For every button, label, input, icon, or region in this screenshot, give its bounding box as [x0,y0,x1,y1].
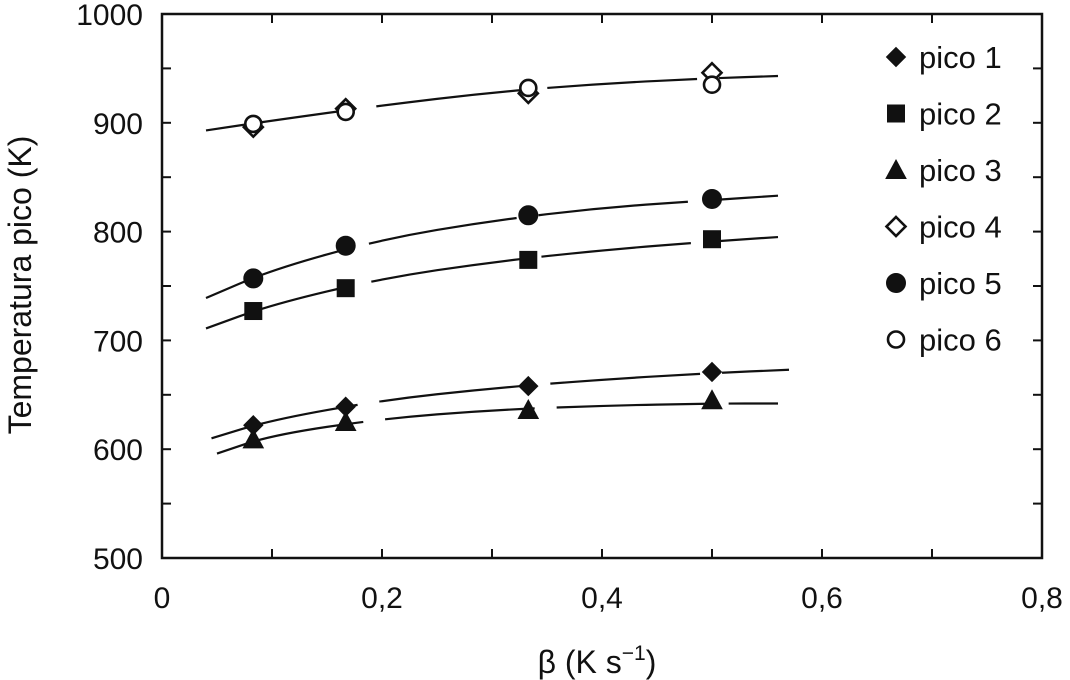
data-point-pico-5 [335,235,356,256]
plot-border [160,12,1044,560]
data-point-pico-5 [702,188,722,209]
fit-curve [205,74,779,132]
y-axis-label: Temperatura pico (K) [2,136,38,435]
x-tick-label: 0,6 [801,582,843,615]
data-point-pico-3 [701,389,723,410]
data-point-pico-2 [703,230,721,249]
x-tick-label: 0,4 [581,582,623,615]
data-point-pico-6 [244,114,263,134]
x-axis-label: β (K s−1) [538,642,657,680]
data-point-pico-3 [334,410,357,431]
data-point-pico-5 [518,205,539,226]
x-tick-label: 0,2 [361,582,403,615]
legend-marker-pico-3 [885,158,907,179]
y-tick-label: 800 [93,217,143,250]
legend-marker-pico-2 [887,104,905,123]
legend: pico 1 pico 2 pico 3 pico 4 pico 5 pico 6 [884,40,1002,358]
data-markers [241,61,724,449]
data-point-pico-2 [336,279,355,298]
legend-marker-pico-6 [886,330,906,349]
data-point-pico-2 [244,302,263,321]
y-tick-label: 600 [93,434,143,467]
data-point-pico-2 [519,250,538,269]
legend-marker-pico-1 [885,46,907,68]
legend-label-pico-2: pico 2 [919,97,1002,132]
data-point-pico-6 [702,75,722,95]
data-point-pico-6 [336,102,356,122]
data-point-pico-5 [243,268,264,289]
y-axis-ticks: 500 600 700 800 900 1000 [76,0,1042,576]
y-tick-label: 700 [93,325,143,358]
data-point-pico-3 [517,398,540,420]
y-tick-label: 900 [93,108,143,141]
x-axis-ticks: 0 0,2 0,4 0,6 0,8 [154,14,1063,615]
data-point-pico-6 [518,78,538,98]
data-point-pico-1 [518,375,539,397]
x-axis-label-exponent: −1 [622,642,646,665]
legend-label-pico-6: pico 6 [919,323,1002,358]
x-tick-label: 0 [154,582,171,615]
fit-curve [205,235,779,330]
legend-label-pico-1: pico 1 [919,40,1002,75]
plot-frame [160,12,1044,560]
x-tick-label: 0,8 [1021,582,1063,615]
legend-marker-pico-5 [886,273,906,293]
fit-curve [205,194,779,299]
legend-marker-pico-4 [884,215,908,238]
y-tick-label: 500 [93,543,143,576]
y-tick-label: 1000 [76,0,143,32]
legend-label-pico-5: pico 5 [919,266,1002,301]
legend-label-pico-3: pico 3 [919,153,1002,188]
data-point-pico-3 [242,428,265,449]
fit-curve [216,402,778,455]
legend-label-pico-4: pico 4 [919,210,1002,245]
data-point-pico-1 [701,361,723,383]
fit-curves [205,74,790,455]
